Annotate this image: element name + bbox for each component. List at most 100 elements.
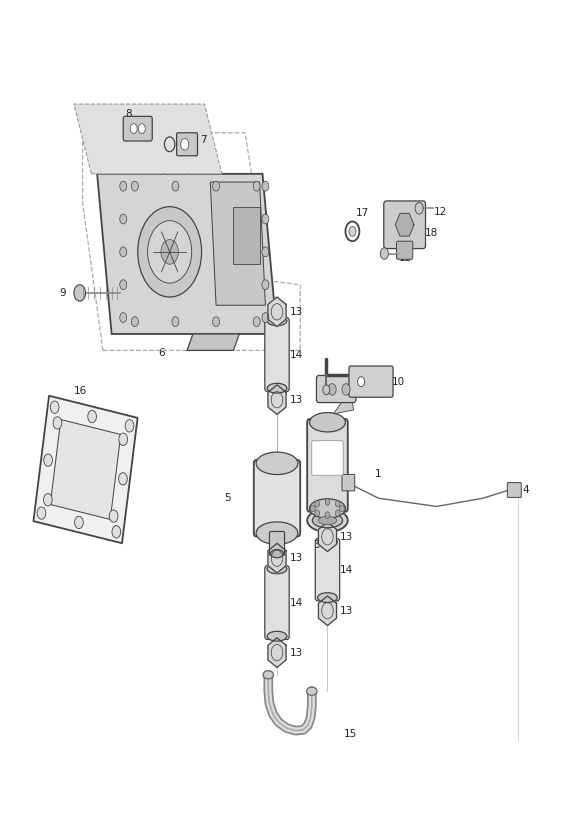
Circle shape: [315, 500, 319, 507]
Circle shape: [50, 401, 59, 414]
Circle shape: [131, 181, 138, 191]
Polygon shape: [33, 396, 138, 543]
Ellipse shape: [310, 413, 346, 432]
Ellipse shape: [267, 383, 287, 393]
Text: 7: 7: [200, 135, 206, 145]
Circle shape: [253, 181, 260, 191]
Circle shape: [112, 526, 121, 538]
Text: 2: 2: [361, 385, 368, 395]
Circle shape: [120, 247, 127, 257]
Circle shape: [262, 247, 269, 257]
Text: 16: 16: [74, 386, 87, 396]
FancyBboxPatch shape: [254, 460, 300, 536]
Text: 12: 12: [434, 208, 447, 218]
Text: 4: 4: [522, 485, 529, 495]
Text: 1: 1: [374, 469, 381, 479]
Circle shape: [325, 499, 330, 505]
Polygon shape: [233, 207, 259, 265]
Polygon shape: [210, 182, 265, 305]
Text: 18: 18: [425, 228, 438, 238]
Circle shape: [328, 384, 336, 396]
Ellipse shape: [267, 316, 287, 325]
Polygon shape: [318, 596, 336, 625]
Text: 13: 13: [290, 553, 303, 563]
Circle shape: [147, 221, 192, 283]
Text: 9: 9: [59, 288, 66, 298]
Circle shape: [342, 384, 350, 396]
Ellipse shape: [271, 550, 283, 558]
Circle shape: [262, 214, 269, 224]
Polygon shape: [50, 419, 121, 519]
Circle shape: [131, 316, 138, 326]
Polygon shape: [268, 385, 286, 414]
Ellipse shape: [267, 564, 287, 574]
Circle shape: [335, 510, 340, 517]
FancyBboxPatch shape: [265, 317, 289, 391]
Text: 15: 15: [344, 729, 357, 739]
Circle shape: [340, 505, 345, 512]
Circle shape: [172, 316, 179, 326]
Text: 10: 10: [392, 377, 405, 386]
Circle shape: [161, 240, 178, 265]
Ellipse shape: [267, 631, 287, 641]
FancyBboxPatch shape: [265, 565, 289, 639]
FancyBboxPatch shape: [177, 133, 198, 156]
Text: 3: 3: [313, 540, 319, 550]
Circle shape: [118, 473, 127, 485]
Circle shape: [213, 316, 220, 326]
Circle shape: [323, 385, 330, 395]
Polygon shape: [333, 390, 353, 414]
Circle shape: [125, 419, 134, 432]
Circle shape: [262, 181, 269, 191]
Circle shape: [75, 517, 83, 529]
Polygon shape: [268, 297, 286, 326]
FancyBboxPatch shape: [396, 241, 413, 260]
Text: 13: 13: [340, 531, 353, 542]
FancyBboxPatch shape: [312, 441, 343, 475]
Circle shape: [44, 454, 52, 466]
Ellipse shape: [312, 513, 343, 528]
Polygon shape: [395, 213, 414, 236]
Ellipse shape: [263, 671, 273, 679]
Circle shape: [44, 494, 52, 506]
FancyBboxPatch shape: [269, 531, 285, 555]
Text: 14: 14: [290, 597, 303, 607]
FancyBboxPatch shape: [349, 366, 393, 397]
Circle shape: [120, 214, 127, 224]
Circle shape: [335, 500, 340, 507]
Text: 13: 13: [340, 606, 353, 616]
Ellipse shape: [310, 499, 346, 518]
Text: 11: 11: [348, 366, 361, 376]
Circle shape: [415, 203, 423, 214]
Circle shape: [357, 377, 364, 386]
Circle shape: [88, 410, 96, 423]
Circle shape: [311, 505, 315, 512]
Circle shape: [349, 227, 356, 236]
Circle shape: [262, 312, 269, 322]
Text: 13: 13: [290, 648, 303, 658]
Text: 17: 17: [355, 208, 368, 218]
Ellipse shape: [318, 592, 338, 602]
FancyBboxPatch shape: [507, 483, 521, 498]
Text: 8: 8: [125, 109, 132, 119]
Ellipse shape: [307, 687, 317, 695]
Ellipse shape: [256, 522, 298, 545]
Text: 13: 13: [290, 395, 303, 405]
FancyBboxPatch shape: [307, 419, 348, 512]
Text: 13: 13: [290, 307, 303, 316]
Circle shape: [138, 207, 202, 297]
Circle shape: [37, 507, 46, 519]
Ellipse shape: [307, 509, 348, 532]
Polygon shape: [74, 104, 222, 174]
Circle shape: [120, 181, 127, 191]
Ellipse shape: [318, 517, 337, 525]
Text: 14: 14: [290, 349, 303, 359]
Ellipse shape: [318, 537, 338, 546]
FancyBboxPatch shape: [384, 201, 426, 249]
FancyBboxPatch shape: [123, 116, 152, 141]
FancyBboxPatch shape: [342, 475, 354, 491]
Polygon shape: [268, 543, 286, 573]
Circle shape: [109, 510, 118, 522]
Circle shape: [253, 316, 260, 326]
Circle shape: [74, 285, 86, 301]
